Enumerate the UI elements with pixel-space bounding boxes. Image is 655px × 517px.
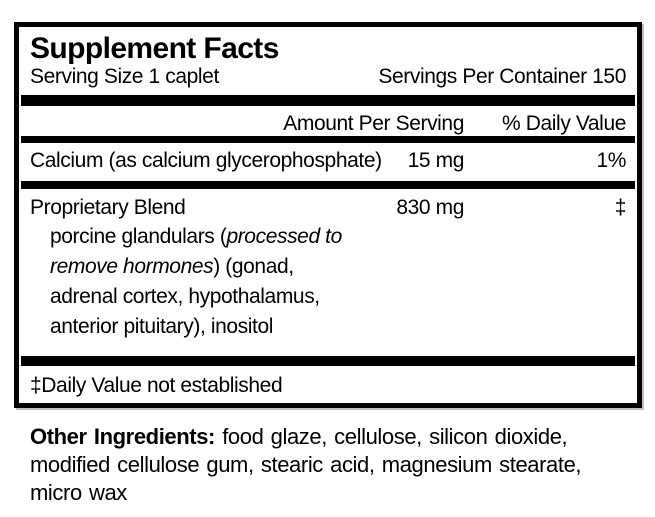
column-header-row: Amount Per Serving % Daily Value <box>30 109 626 136</box>
header-divider <box>21 136 635 143</box>
other-ingredients-label: Other Ingredients: <box>30 424 215 449</box>
other-ingredients-line-1: Other Ingredients: food glaze, cellulose… <box>30 424 568 449</box>
calcium-name: Calcium (as calcium glycerophosphate) <box>30 149 382 172</box>
daily-value-header: % Daily Value <box>502 112 626 135</box>
calcium-row: Calcium (as calcium glycerophosphate) 15… <box>30 143 626 181</box>
servings-per-container-text: Servings Per Container 150 <box>378 65 626 88</box>
serving-size-text: Serving Size 1 caplet <box>30 65 219 88</box>
blend-desc-line-1: porcine glandulars (processed to <box>50 225 342 248</box>
proprietary-blend-daily-value: ‡ <box>614 196 627 219</box>
other-ingredients-section: Other Ingredients: food glaze, cellulose… <box>30 423 635 507</box>
daily-value-footnote: ‡Daily Value not established <box>30 374 283 397</box>
proprietary-blend-description: porcine glandulars (processed to remove … <box>50 222 626 342</box>
panel-title: Supplement Facts <box>30 32 279 65</box>
heavy-divider-top <box>21 95 635 106</box>
blend-desc-line-3: adrenal cortex, hypothalamus, <box>50 285 320 308</box>
blend-desc-line-2: remove hormones) (gonad, <box>50 255 294 278</box>
proprietary-blend-amount: 830 mg <box>396 196 464 219</box>
serving-info-row: Serving Size 1 caplet Servings Per Conta… <box>30 64 626 90</box>
other-ingredients-line-3: micro wax <box>30 480 127 505</box>
other-ingredients-line-2: modified cellulose gum, stearic acid, ma… <box>30 452 582 477</box>
proprietary-blend-name: Proprietary Blend <box>30 196 186 219</box>
calcium-divider <box>21 181 635 189</box>
amount-per-serving-header: Amount Per Serving <box>283 112 464 135</box>
proprietary-blend-row: Proprietary Blend 830 mg ‡ <box>30 189 626 220</box>
supplement-facts-panel: Supplement Facts Serving Size 1 caplet S… <box>14 22 642 408</box>
calcium-daily-value: 1% <box>596 149 626 172</box>
calcium-amount: 15 mg <box>407 149 465 172</box>
heavy-divider-bottom <box>21 356 635 366</box>
blend-desc-line-4: anterior pituitary), inositol <box>50 315 273 338</box>
